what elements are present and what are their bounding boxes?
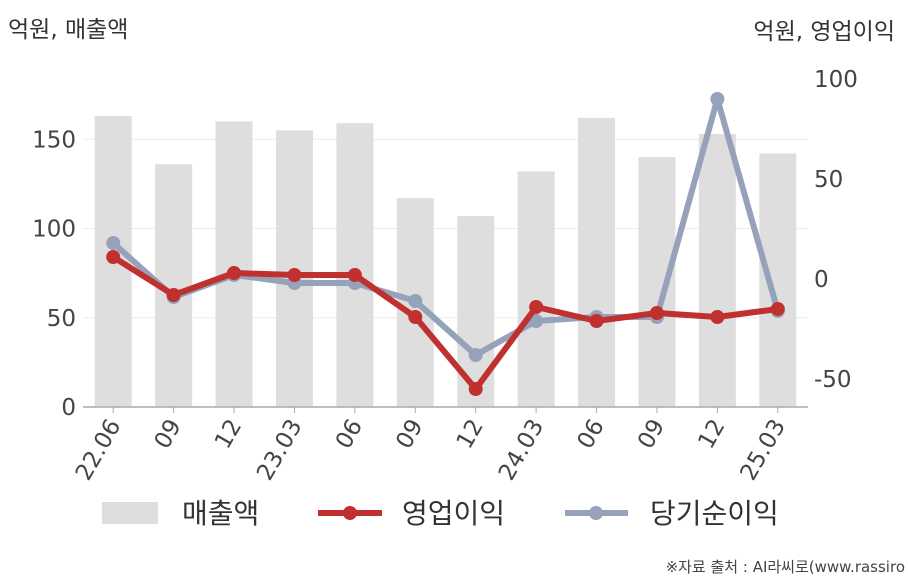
right-tick-label: 100	[814, 67, 858, 93]
point-당기순이익-12	[710, 92, 725, 106]
bar-12	[698, 133, 736, 407]
left-tick-label: 100	[32, 217, 76, 243]
legend-label: 당기순이익	[650, 497, 779, 530]
point-영업이익-25.03	[770, 302, 785, 316]
left-tick-label: 150	[32, 127, 76, 153]
x-tick-label: 12	[452, 415, 489, 453]
point-당기순이익-12	[468, 348, 483, 362]
x-tick-label: 09	[150, 415, 187, 453]
left-unit-label: 억원, 매출액	[8, 17, 128, 43]
point-영업이익-09	[649, 306, 664, 320]
legend-label: 매출액	[182, 497, 259, 530]
point-영업이익-12	[227, 266, 242, 280]
point-영업이익-24.03	[529, 300, 544, 314]
x-tick-label: 09	[633, 415, 670, 453]
point-당기순이익-09	[408, 294, 423, 308]
point-영업이익-12	[468, 382, 483, 396]
bar-06	[336, 123, 374, 407]
right-tick-label: 0	[814, 267, 829, 293]
point-당기순이익-24.03	[529, 314, 544, 328]
source-note: ※자료 출처 : AI라씨로(www.rassiro	[666, 558, 905, 576]
left-tick-label: 50	[47, 306, 76, 332]
legend-swatch-bar	[102, 502, 158, 524]
legend-label: 영업이익	[402, 497, 505, 530]
point-영업이익-09	[166, 288, 181, 302]
x-tick-label: 12	[210, 415, 247, 453]
left-tick-label: 0	[61, 395, 76, 421]
bar-25.03	[759, 153, 797, 407]
x-tick-label: 06	[573, 415, 610, 453]
legend: 매출액 영업이익 당기순이익	[102, 497, 779, 530]
right-unit-label: 억원, 영업이익	[753, 19, 895, 45]
bar-24.03	[517, 171, 555, 407]
line-영업이익	[110, 254, 781, 392]
x-tick-label: 12	[693, 415, 730, 453]
bar-12	[457, 216, 495, 407]
point-영업이익-06	[347, 268, 362, 282]
point-영업이익-12	[710, 310, 725, 324]
point-영업이익-23.03	[287, 268, 302, 282]
point-당기순이익-22.06	[106, 236, 121, 250]
point-영업이익-09	[408, 310, 423, 324]
x-tick-label: 25.03	[736, 415, 791, 485]
legend-swatch-marker	[343, 506, 357, 520]
bar-09	[638, 157, 676, 407]
bar-12	[215, 121, 253, 408]
right-tick-label: 50	[814, 167, 843, 193]
x-tick-label: 22.06	[71, 415, 126, 485]
x-tick-label: 23.03	[252, 415, 307, 485]
legend-swatch-marker	[589, 506, 603, 520]
x-tick-label: 06	[331, 415, 368, 453]
bar-06	[578, 117, 616, 407]
x-tick-label: 24.03	[494, 415, 549, 485]
point-영업이익-06	[589, 314, 604, 328]
point-영업이익-22.06	[106, 250, 121, 264]
line-series	[106, 92, 785, 396]
right-tick-label: -50	[814, 367, 852, 393]
bar-series	[94, 116, 797, 408]
x-tick-label: 09	[391, 415, 428, 453]
